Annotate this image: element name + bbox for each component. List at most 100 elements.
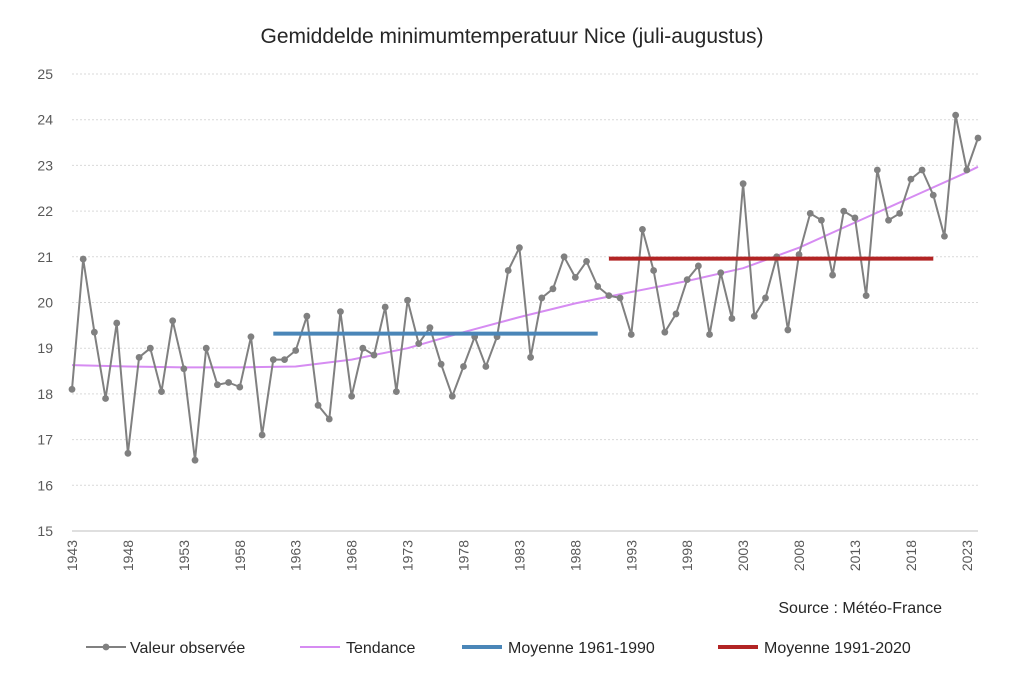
grid-layer	[72, 73, 978, 486]
data-point	[247, 333, 255, 341]
data-point	[974, 134, 982, 142]
x-tick-label: 1948	[120, 540, 136, 571]
data-point	[672, 310, 680, 318]
x-tick-label: 1988	[567, 540, 583, 571]
data-point	[963, 166, 971, 174]
data-point	[292, 347, 300, 354]
data-point	[650, 267, 658, 274]
data-point	[236, 383, 244, 391]
data-point	[818, 216, 825, 224]
data-point	[437, 360, 445, 368]
data-point	[538, 294, 546, 302]
y-axis: 15 16 17 18 19 20 21 22 23 24 25	[37, 66, 53, 539]
data-point	[918, 166, 926, 174]
data-point	[784, 326, 792, 334]
data-point	[426, 324, 434, 332]
data-point	[337, 308, 344, 316]
x-tick-label: 1953	[176, 540, 192, 571]
x-tick-label: 1963	[288, 540, 304, 571]
data-point	[303, 312, 311, 320]
data-point	[549, 285, 557, 293]
x-tick-label: 1968	[344, 540, 360, 571]
data-point	[694, 262, 702, 270]
data-point	[135, 353, 143, 361]
data-point	[225, 379, 232, 386]
y-tick-label: 25	[37, 66, 53, 82]
data-point	[269, 356, 277, 364]
data-point	[325, 415, 333, 423]
data-point	[158, 388, 165, 396]
data-point	[214, 381, 221, 389]
x-tick-label: 1978	[455, 540, 471, 571]
data-point	[929, 191, 937, 199]
x-tick-label: 2003	[735, 540, 751, 571]
data-point	[180, 365, 188, 373]
legend-label-observed: Valeur observée	[130, 640, 245, 657]
x-tick-label: 1998	[679, 540, 695, 571]
x-tick-label: 1993	[623, 540, 639, 571]
data-point	[952, 111, 960, 119]
data-point	[661, 328, 669, 336]
x-tick-label: 2013	[847, 540, 863, 571]
data-point	[907, 175, 915, 183]
data-point	[885, 216, 892, 224]
data-point	[314, 401, 322, 409]
y-tick-label: 22	[37, 203, 53, 219]
data-point	[873, 166, 881, 174]
y-tick-label: 24	[37, 112, 53, 128]
data-point	[90, 328, 98, 336]
data-point	[717, 269, 725, 277]
data-point	[527, 353, 534, 361]
y-tick-label: 19	[37, 340, 53, 356]
x-tick-label: 1973	[400, 540, 416, 571]
x-tick-label: 2018	[903, 540, 919, 571]
x-tick-label: 1943	[64, 540, 80, 571]
data-point	[639, 225, 646, 233]
x-tick-label: 1983	[511, 540, 527, 571]
source-note: Source : Météo-France	[778, 600, 942, 617]
data-point	[594, 283, 602, 290]
data-point	[68, 385, 76, 393]
data-point	[762, 294, 769, 302]
data-point	[113, 319, 121, 327]
data-point	[415, 340, 423, 348]
y-tick-label: 18	[37, 386, 53, 402]
data-point	[102, 395, 109, 402]
data-point	[191, 456, 199, 464]
data-point	[728, 315, 736, 322]
data-point	[605, 292, 613, 300]
y-tick-label: 17	[37, 432, 53, 448]
legend-marker	[102, 643, 110, 651]
data-point	[404, 296, 411, 304]
data-point	[124, 449, 132, 457]
data-point	[683, 276, 691, 284]
data-point	[571, 273, 579, 281]
data-point	[851, 214, 859, 222]
data-point	[348, 392, 356, 400]
data-point	[627, 331, 635, 338]
data-point	[370, 351, 378, 359]
data-point	[169, 317, 177, 325]
data-point	[616, 294, 624, 302]
legend-label-mean-1961-1990: Moyenne 1961-1990	[508, 640, 655, 657]
data-point	[806, 209, 814, 217]
data-point	[516, 244, 523, 252]
data-point	[896, 209, 904, 217]
data-point	[281, 356, 288, 364]
plot-area	[68, 111, 982, 464]
data-point	[739, 180, 747, 188]
x-tick-label: 2008	[791, 540, 807, 571]
legend-label-trend: Tendance	[346, 640, 415, 657]
data-point	[448, 392, 456, 400]
y-tick-label: 20	[37, 295, 53, 311]
data-point	[829, 271, 836, 279]
legend-label-mean-1991-2020: Moyenne 1991-2020	[764, 640, 911, 657]
series-line-trend	[71, 165, 979, 369]
data-point	[862, 292, 870, 300]
x-axis: 1943 1948 1953 1958 1963 1968 1973 1978 1983 1988…	[64, 530, 978, 571]
data-point	[482, 363, 490, 370]
chart-title: Gemiddelde minimumtemperatuur Nice (juli…	[260, 25, 763, 48]
data-point	[941, 232, 948, 240]
data-point	[392, 388, 400, 396]
